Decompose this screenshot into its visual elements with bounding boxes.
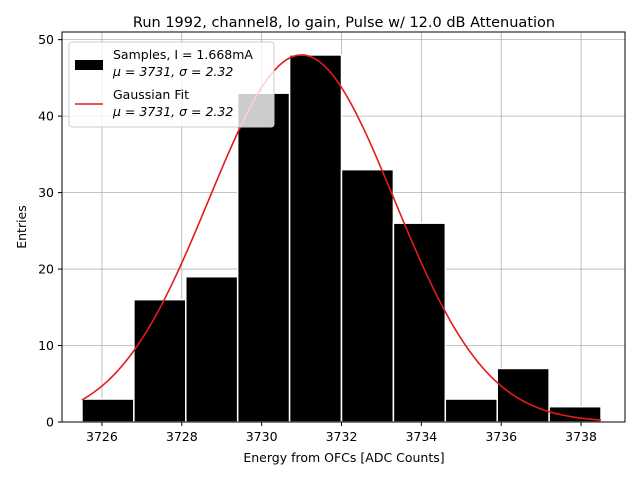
x-tick-label: 3734: [405, 429, 437, 444]
legend-sublabel-fit: μ = 3731, σ = 2.32: [112, 104, 233, 119]
y-axis-label: Entries: [14, 205, 29, 249]
chart-title: Run 1992, channel8, lo gain, Pulse w/ 12…: [133, 15, 555, 31]
histogram-bar: [185, 275, 239, 423]
x-tick-label: 3738: [565, 429, 597, 444]
histogram-bar: [133, 298, 187, 423]
histogram-bar: [236, 92, 291, 423]
histogram-bar: [496, 367, 550, 423]
histogram-bar: [288, 54, 343, 423]
legend-swatch-samples: [75, 60, 103, 70]
gaussian-fit-line: [81, 54, 602, 421]
x-tick-label: 3732: [326, 429, 358, 444]
legend-box: [68, 41, 275, 128]
y-tick-label: 20: [38, 262, 54, 277]
axes-frame: [61, 31, 626, 423]
x-tick-label: 3726: [86, 429, 118, 444]
x-tick-label: 3728: [166, 429, 198, 444]
y-tick-label: 40: [38, 109, 54, 124]
y-tick-label: 10: [38, 338, 54, 353]
x-tick-label: 3730: [246, 429, 278, 444]
y-axis-ticks: 0 10 20 30 40 50: [38, 32, 62, 430]
x-axis-ticks: 3726 3728 3730 3732 3734 3736 3738: [86, 422, 597, 444]
x-tick-label: 3736: [485, 429, 517, 444]
legend-label-fit: Gaussian Fit: [113, 87, 189, 102]
y-tick-label: 0: [46, 415, 54, 430]
legend-sublabel-samples: μ = 3731, σ = 2.32: [112, 64, 233, 79]
histogram-bars: [81, 54, 602, 423]
histogram-bar: [444, 398, 498, 423]
histogram-bar: [81, 398, 135, 423]
legend: Samples, I = 1.668mA μ = 3731, σ = 2.32 …: [68, 41, 275, 128]
y-tick-label: 50: [38, 32, 54, 47]
x-axis-label: Energy from OFCs [ADC Counts]: [243, 450, 444, 465]
legend-label-samples: Samples, I = 1.668mA: [113, 47, 253, 62]
y-tick-label: 30: [38, 185, 54, 200]
histogram-bar: [340, 168, 395, 423]
histogram-bar: [392, 222, 447, 423]
